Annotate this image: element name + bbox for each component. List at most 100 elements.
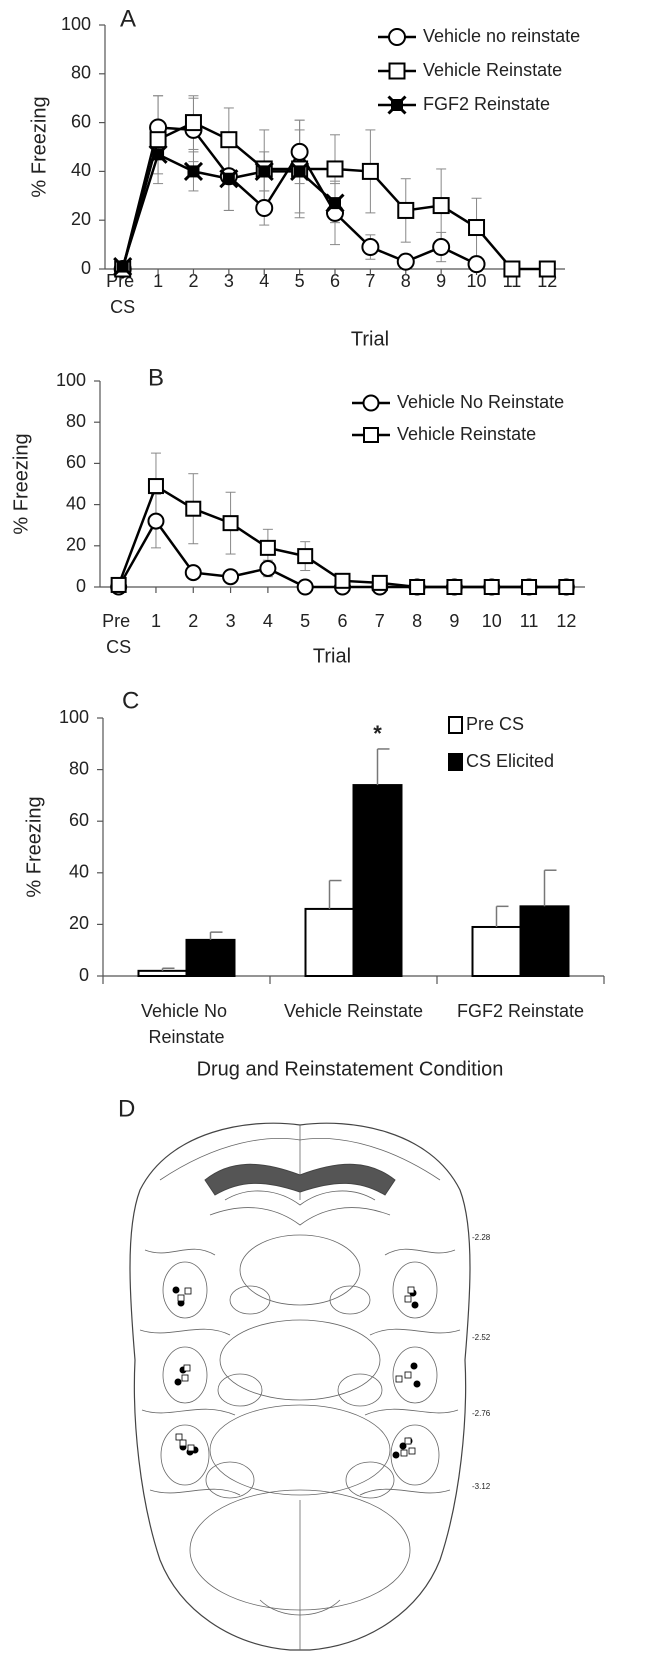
marker-cross — [219, 169, 239, 189]
x-axis-title: Drug and Reinstatement Condition — [197, 1058, 504, 1080]
marker — [219, 169, 239, 189]
y-axis-title: % Freezing — [28, 96, 50, 197]
y-axis-title: % Freezing — [23, 796, 45, 897]
bar — [471, 925, 522, 977]
y-tick-label: 80 — [71, 63, 91, 83]
marker — [183, 161, 204, 181]
marker-cross — [254, 161, 274, 181]
level-label: -2.76 — [472, 1409, 491, 1418]
chart-panel: C % Freezing Drug and Reinstatement Condit… — [23, 687, 605, 1080]
marker — [185, 500, 202, 517]
x-tick-label: Vehicle No Reinstate — [141, 1001, 232, 1047]
x-tick-label: 6 — [330, 271, 340, 291]
marker — [259, 559, 277, 577]
marker — [326, 160, 344, 178]
x-tick-label: 5 — [300, 611, 310, 631]
marker — [297, 548, 314, 565]
x-tick-label: 1 — [153, 271, 163, 291]
level-label: -2.28 — [472, 1233, 491, 1242]
marker — [290, 142, 309, 161]
marker — [483, 579, 500, 595]
marker — [371, 574, 388, 591]
error-bar — [209, 931, 223, 940]
x-tick-label: 8 — [412, 611, 422, 631]
y-tick-label: 100 — [61, 14, 91, 34]
marker — [503, 260, 521, 278]
marker-cross — [148, 144, 168, 164]
marker — [388, 28, 406, 46]
panel-label: D — [118, 1095, 135, 1122]
marker — [254, 161, 274, 181]
x-tick-label: 2 — [188, 271, 198, 291]
marker — [334, 572, 351, 589]
y-tick-label: 40 — [71, 160, 91, 180]
marker — [147, 512, 165, 530]
x-tick-label: 9 — [449, 611, 459, 631]
y-tick-label: 60 — [69, 810, 89, 830]
marker — [387, 95, 407, 115]
legend-swatch — [448, 716, 463, 734]
x-tick-label: 4 — [263, 611, 273, 631]
marker — [432, 197, 450, 215]
y-tick-label: 20 — [71, 209, 91, 229]
bar — [137, 969, 188, 978]
level-label: -3.12 — [472, 1482, 491, 1491]
marker-cross — [290, 161, 310, 181]
marker — [396, 252, 415, 271]
marker — [113, 256, 133, 277]
y-tick-label: 40 — [69, 862, 89, 882]
marker — [446, 579, 463, 595]
marker — [255, 199, 274, 217]
panel-label: B — [148, 364, 164, 391]
marker — [538, 260, 556, 278]
y-tick-label: 40 — [66, 493, 86, 513]
y-tick-label: 60 — [66, 452, 86, 472]
marker — [220, 131, 238, 149]
y-tick-label: 20 — [69, 913, 89, 933]
marker — [361, 162, 379, 180]
marker — [259, 539, 276, 556]
marker — [110, 576, 127, 593]
panel-label: C — [122, 687, 139, 714]
marker — [325, 193, 345, 213]
marker — [362, 394, 380, 412]
legend-label: Vehicle Reinstate — [423, 60, 562, 80]
y-tick-label: 100 — [59, 707, 89, 727]
x-tick-label: 3 — [226, 611, 236, 631]
x-tick-label: 7 — [365, 271, 375, 291]
annotation: * — [373, 721, 382, 746]
marker — [222, 515, 239, 532]
y-axis-title: % Freezing — [10, 433, 32, 534]
y-tick-label: 20 — [66, 535, 86, 555]
x-tick-label: 7 — [375, 611, 385, 631]
y-tick-label: 0 — [76, 576, 86, 596]
panel-label: A — [120, 5, 136, 32]
marker — [296, 578, 314, 596]
bar — [185, 938, 236, 978]
x-tick-label: 10 — [482, 611, 502, 631]
legend-swatch — [448, 753, 463, 771]
bar — [304, 907, 355, 977]
marker — [397, 201, 415, 219]
marker — [147, 478, 164, 495]
error-bar — [376, 748, 390, 786]
marker — [409, 579, 426, 595]
marker — [149, 131, 167, 149]
marker — [222, 568, 240, 586]
x-tick-label: 10 — [467, 271, 487, 291]
marker-cross — [113, 256, 133, 277]
marker-cross — [325, 193, 345, 213]
level-label: -2.52 — [472, 1333, 491, 1342]
marker — [290, 161, 310, 181]
x-tick-label: 4 — [259, 271, 269, 291]
marker — [363, 427, 379, 443]
legend-label: Pre CS — [466, 714, 524, 734]
marker-cross — [387, 95, 407, 115]
x-tick-label: 2 — [188, 611, 198, 631]
marker — [184, 114, 202, 132]
bar — [352, 784, 403, 978]
x-axis-title: Trial — [313, 645, 351, 667]
x-tick-label: 6 — [337, 611, 347, 631]
error-bar — [495, 905, 509, 927]
